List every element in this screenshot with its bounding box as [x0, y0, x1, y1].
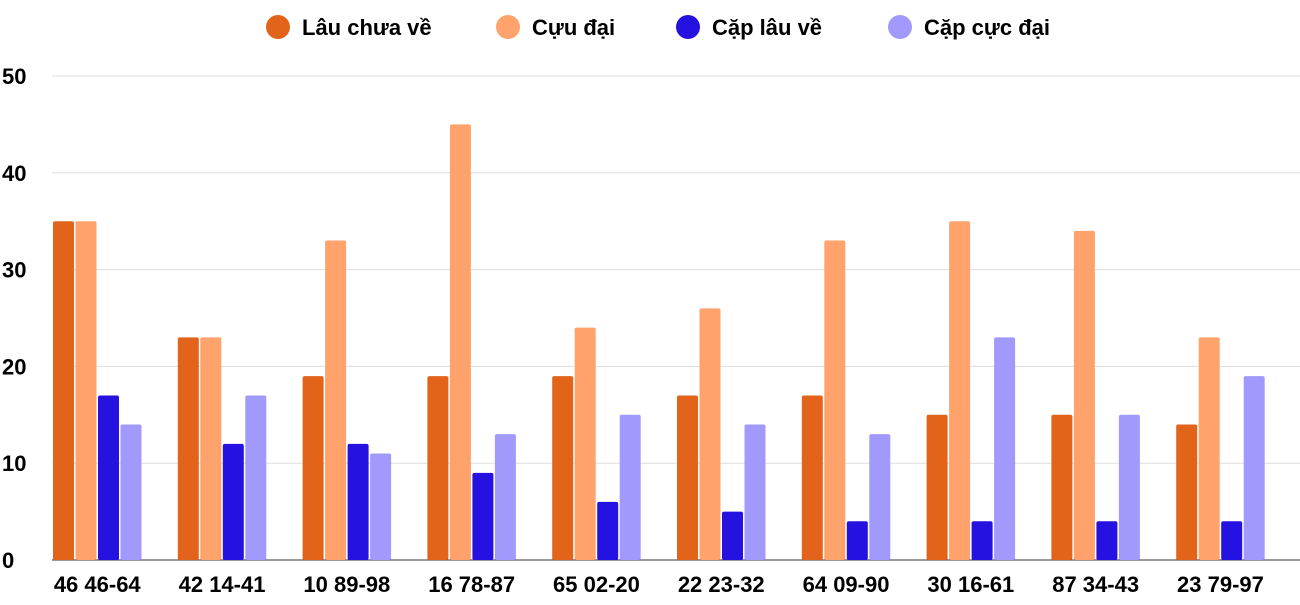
legend-marker	[676, 15, 700, 39]
bar-2	[200, 337, 222, 560]
bar-4	[370, 453, 392, 560]
bar-4	[619, 414, 641, 560]
legend-label: Cặp lâu về	[712, 15, 822, 40]
bar-3	[1096, 521, 1118, 560]
bar-4	[494, 434, 516, 560]
x-tick-label: 22 23-32	[678, 572, 765, 597]
bar-2	[574, 327, 596, 560]
x-tick-label: 46 46-64	[54, 572, 142, 597]
bar-3	[597, 501, 619, 560]
bar-1	[53, 221, 74, 560]
bar-1	[177, 337, 199, 560]
bar-1	[926, 414, 948, 560]
bar-2	[824, 240, 846, 560]
bar-1	[552, 376, 574, 560]
bar-2	[325, 240, 347, 560]
legend-label: Cặp cực đại	[924, 15, 1050, 40]
x-tick-label: 16 78-87	[428, 572, 515, 597]
bar-3	[222, 443, 244, 560]
bar-3	[971, 521, 993, 560]
legend-marker	[496, 15, 520, 39]
bar-3	[347, 443, 369, 560]
y-tick-label: 50	[2, 64, 26, 89]
x-tick-label: 23 79-97	[1177, 572, 1264, 597]
y-tick-label: 10	[2, 451, 26, 476]
x-tick-label: 30 16-61	[927, 572, 1014, 597]
bar-1	[677, 395, 698, 560]
y-tick-label: 40	[2, 161, 26, 186]
bar-4	[744, 424, 766, 560]
bar-3	[846, 521, 868, 560]
bar-4	[869, 434, 891, 560]
bar-4	[1118, 414, 1140, 560]
bar-1	[302, 376, 324, 560]
x-tick-label: 10 89-98	[303, 572, 390, 597]
bar-1	[801, 395, 823, 560]
bar-3	[472, 472, 494, 560]
legend-label: Cựu đại	[532, 15, 615, 40]
bar-1	[427, 376, 449, 560]
y-tick-label: 0	[2, 548, 14, 573]
legend-marker	[888, 15, 912, 39]
bar-3	[722, 511, 743, 560]
x-tick-label: 87 34-43	[1052, 572, 1139, 597]
bar-1	[1051, 414, 1073, 560]
y-tick-label: 20	[2, 354, 26, 379]
x-tick-label: 42 14-41	[179, 572, 266, 597]
bar-2	[1073, 230, 1095, 560]
bar-2	[1198, 337, 1220, 560]
bar-2	[949, 221, 971, 560]
bar-1	[1176, 424, 1198, 560]
legend-label: Lâu chưa về	[302, 15, 432, 40]
bar-4	[245, 395, 267, 560]
y-tick-label: 30	[2, 258, 26, 283]
x-tick-label: 64 09-90	[803, 572, 890, 597]
legend-marker	[266, 15, 290, 39]
bar-2	[449, 124, 471, 561]
bar-3	[98, 395, 119, 560]
x-tick-label: 65 02-20	[553, 572, 640, 597]
bar-4	[1243, 376, 1265, 560]
bar-4	[994, 337, 1016, 560]
bar-4	[120, 424, 142, 560]
bar-3	[1221, 521, 1243, 560]
bar-2	[699, 308, 721, 560]
bar-2	[75, 221, 97, 560]
